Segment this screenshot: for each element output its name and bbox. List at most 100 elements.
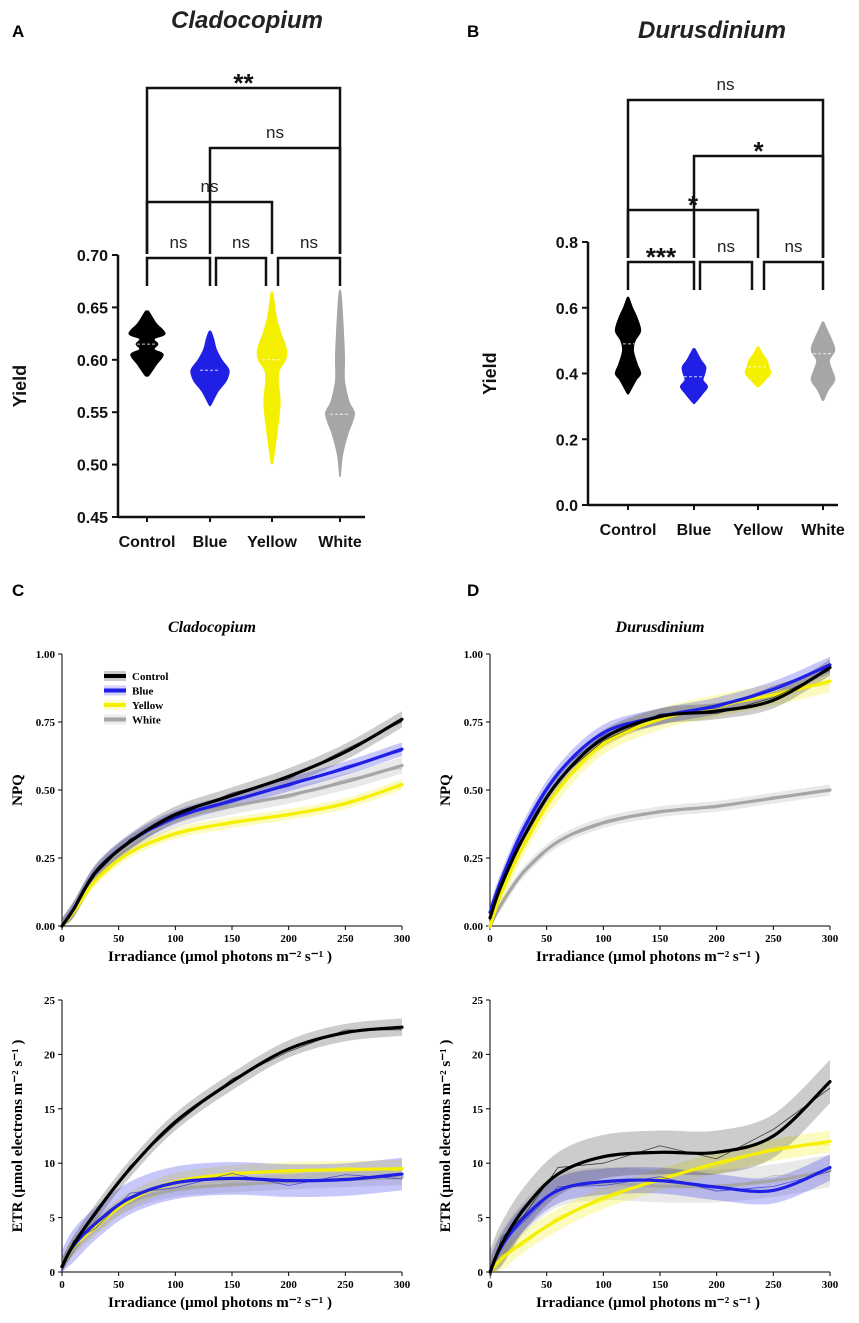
x-tick-label: 200 — [708, 933, 725, 945]
confidence-band-blue — [62, 742, 402, 926]
y-axis-label: NPQ — [438, 774, 454, 806]
y-tick-label: 0.6 — [556, 301, 578, 318]
x-tick-label-control: Control — [600, 522, 657, 539]
panel-letter-d: D — [467, 581, 479, 600]
y-tick-label: 0.70 — [77, 248, 108, 265]
x-tick-label: 50 — [541, 1279, 553, 1291]
series-raw-control — [489, 669, 831, 921]
confidence-band-control — [490, 659, 830, 926]
violin-control — [128, 310, 166, 377]
significance-label: ** — [233, 68, 254, 98]
y-tick-label: 0.4 — [556, 367, 578, 384]
panel-letter-b: B — [467, 22, 479, 41]
y-axis-label: ETR (µmol electrons m⁻² s⁻¹ ) — [10, 1040, 26, 1233]
significance-bracket — [276, 256, 342, 286]
significance-bracket — [698, 260, 754, 290]
y-tick-label: 25 — [44, 995, 56, 1007]
confidence-band-blue — [490, 656, 830, 921]
npq-chart-durusdinium: Durusdinium 0.00 0.25 0.50 0.75 1.00 0 50 100 150… — [438, 619, 839, 965]
chart-title: Cladocopium — [171, 7, 323, 34]
significance-bracket — [214, 256, 268, 286]
x-tick-label: 150 — [224, 1279, 241, 1291]
series-raw-control — [61, 721, 403, 929]
legend-band-yellow — [104, 700, 126, 710]
significance-label: ns — [300, 233, 318, 252]
y-tick-label: 1.00 — [36, 649, 56, 661]
significance-label: ns — [170, 233, 188, 252]
x-axis-label: Irradiance (µmol photons m⁻² s⁻¹ ) — [108, 1295, 332, 1311]
x-tick-label: 50 — [113, 933, 125, 945]
x-tick-label: 50 — [541, 933, 553, 945]
x-tick-label-blue: Blue — [193, 534, 228, 551]
x-axis-label: Irradiance (µmol photons m⁻² s⁻¹ ) — [108, 949, 332, 965]
significance-label: ns — [717, 75, 735, 94]
x-tick-label: 0 — [59, 933, 65, 945]
confidence-band-yellow — [62, 1159, 402, 1272]
series-line-control — [60, 1025, 404, 1269]
y-axis-label: NPQ — [10, 774, 26, 806]
violin-blue — [190, 330, 230, 407]
x-tick-label-blue: Blue — [677, 522, 712, 539]
panel-letter-a: A — [12, 22, 24, 41]
y-tick-label: 25 — [472, 995, 484, 1007]
series-line-blue — [60, 1172, 404, 1269]
y-tick-label: 0.25 — [464, 853, 484, 865]
x-tick-label: 0 — [487, 933, 493, 945]
significance-label: ns — [266, 123, 284, 142]
violin-yellow — [256, 291, 288, 465]
npq-chart-cladocopium: Cladocopium 0.00 0.25 0.50 0.75 1.00 0 50 100 150… — [10, 619, 411, 965]
y-tick-label: 15 — [472, 1104, 484, 1116]
series-line-control — [488, 1080, 832, 1274]
x-tick-label: 300 — [394, 1279, 411, 1291]
series-line-blue — [488, 1165, 832, 1274]
significance-label: *** — [646, 242, 677, 272]
confidence-band-control — [490, 1059, 830, 1272]
x-tick-label: 250 — [765, 1279, 782, 1291]
series-raw-yellow — [489, 684, 831, 930]
x-tick-label-yellow: Yellow — [247, 534, 297, 551]
x-tick-label: 150 — [652, 1279, 669, 1291]
x-tick-label: 50 — [113, 1279, 125, 1291]
y-tick-label: 10 — [472, 1158, 484, 1170]
legend-band-control — [104, 671, 126, 681]
x-tick-label: 100 — [167, 1279, 184, 1291]
y-tick-label: 5 — [50, 1213, 56, 1225]
x-tick-label: 100 — [595, 933, 612, 945]
y-tick-label: 0.25 — [36, 853, 56, 865]
y-tick-label: 0.00 — [36, 921, 56, 933]
y-tick-label: 0.65 — [77, 300, 108, 317]
x-tick-label-white: White — [801, 522, 845, 539]
y-tick-label: 0.8 — [556, 235, 578, 252]
y-tick-label: 20 — [472, 1049, 484, 1061]
x-tick-label: 150 — [652, 933, 669, 945]
confidence-band-blue — [62, 1157, 402, 1272]
confidence-band-yellow — [490, 1130, 830, 1273]
legend-label-white: White — [132, 715, 161, 727]
y-tick-label: 15 — [44, 1104, 56, 1116]
significance-label: ns — [785, 237, 803, 256]
y-tick-label: 0.50 — [77, 458, 108, 475]
series-raw-control — [61, 1029, 403, 1270]
significance-label: ns — [232, 233, 250, 252]
y-axis-label: Yield — [10, 365, 30, 407]
violin-control — [614, 296, 642, 395]
x-tick-label: 250 — [337, 1279, 354, 1291]
legend-label-yellow: Yellow — [132, 700, 163, 712]
x-tick-label: 150 — [224, 933, 241, 945]
y-tick-label: 1.00 — [464, 649, 484, 661]
y-tick-label: 10 — [44, 1158, 56, 1170]
series-raw-blue — [489, 666, 831, 915]
x-tick-label: 200 — [280, 1279, 297, 1291]
x-tick-label: 300 — [822, 1279, 839, 1291]
y-tick-label: 0.2 — [556, 432, 578, 449]
significance-bracket — [145, 86, 342, 254]
y-tick-label: 0.45 — [77, 510, 108, 527]
y-tick-label: 0.75 — [464, 717, 484, 729]
y-tick-label: 0.50 — [36, 785, 56, 797]
legend-label-blue: Blue — [132, 686, 154, 698]
significance-label: ns — [717, 237, 735, 256]
series-raw-yellow — [61, 785, 403, 928]
legend-label-control: Control — [132, 671, 168, 683]
